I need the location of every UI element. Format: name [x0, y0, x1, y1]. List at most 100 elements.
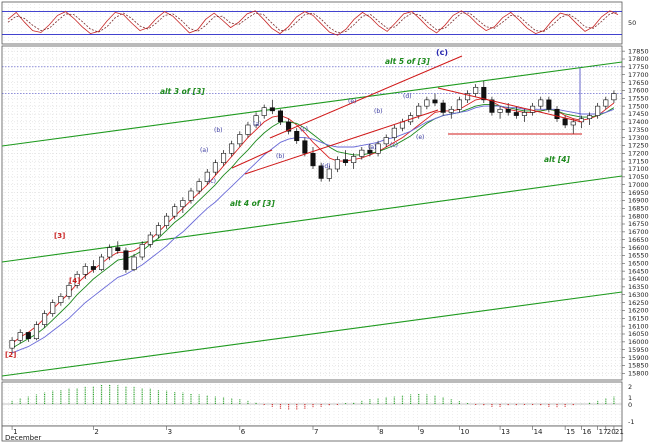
- candle-body: [489, 99, 495, 113]
- wave-b1: (b): [214, 127, 223, 134]
- candle-body: [521, 112, 528, 116]
- moving-average-line: [11, 104, 615, 349]
- candle-body: [212, 162, 218, 173]
- candle-body: [586, 115, 593, 120]
- histogram-y-tick: 0: [628, 401, 632, 409]
- candle-body: [448, 108, 454, 113]
- candle-body: [66, 284, 72, 297]
- candle-body: [513, 112, 519, 116]
- candle-body: [464, 93, 471, 101]
- y-tick-label: 16400: [628, 275, 649, 283]
- y-tick-label: 17500: [628, 102, 649, 110]
- moving-averages: [11, 97, 615, 354]
- y-tick-label: 16500: [628, 259, 649, 267]
- y-tick-label: 16800: [628, 212, 649, 220]
- candle-body: [58, 295, 64, 303]
- x-tick-label: 15: [566, 428, 575, 436]
- x-tick-label: 21: [615, 428, 624, 436]
- channel-lines: [1, 61, 623, 377]
- y-tick-label: 16750: [628, 220, 649, 228]
- candle-body: [172, 206, 178, 217]
- y-tick-label: 16100: [628, 322, 649, 330]
- wave-a3: (a): [368, 144, 376, 151]
- candle-body: [383, 137, 389, 145]
- wave-a2: (a): [253, 121, 261, 128]
- moving-average-line: [11, 105, 615, 354]
- candle-body: [497, 108, 503, 113]
- candle-body: [554, 108, 560, 120]
- trend-line: [244, 109, 439, 175]
- candle-body: [595, 105, 601, 116]
- wave4-label: [4]: [69, 277, 80, 285]
- x-axis-month-label: December: [5, 434, 41, 442]
- candle-body: [50, 302, 56, 314]
- candle-body: [562, 118, 568, 126]
- candle-body: [302, 140, 308, 154]
- y-tick-label: 16700: [628, 228, 649, 236]
- alt5-label: alt 5 of [3]: [385, 57, 430, 66]
- candle-body: [42, 313, 48, 325]
- y-tick-label: 16550: [628, 252, 649, 260]
- wave-a1: (a): [200, 147, 208, 154]
- candle-body: [253, 115, 259, 126]
- y-tick-label: 17000: [628, 181, 649, 189]
- alt3-label: alt 3 of [3]: [160, 87, 205, 96]
- y-tick-label: 16150: [628, 314, 649, 322]
- candle-body: [375, 143, 381, 154]
- candle-body: [107, 247, 113, 258]
- candle-body: [155, 225, 162, 236]
- histogram-y-tick: -1: [628, 418, 634, 426]
- y-tick-label: 17600: [628, 87, 649, 95]
- x-tick-label: 13: [501, 428, 510, 436]
- y-tick-label: 15900: [628, 354, 649, 362]
- oscillator-line: [7, 12, 619, 34]
- y-tick-label: 17650: [628, 79, 649, 87]
- wave-c2: (c): [300, 126, 308, 133]
- candle-body: [220, 152, 227, 164]
- x-axis-band: [1, 425, 623, 442]
- candle-body: [269, 107, 275, 112]
- y-tick-label: 17550: [628, 94, 649, 102]
- wave-b2: (b): [276, 153, 285, 160]
- histogram-y-tick: 1: [628, 394, 632, 402]
- x-tick-label: 17: [599, 428, 608, 436]
- wave2-label: [2]: [5, 351, 16, 359]
- candle-body: [245, 124, 251, 135]
- y-tick-label: 16450: [628, 267, 649, 275]
- moving-average-line: [11, 97, 615, 344]
- channel-line: [1, 291, 623, 377]
- c-top-label: (c): [436, 48, 448, 57]
- candle-body: [440, 102, 446, 113]
- y-tick-label: 16350: [628, 283, 649, 291]
- candle-body: [82, 266, 88, 275]
- x-tick-label: 8: [379, 428, 383, 436]
- oscillator-y-tick: 50: [628, 19, 636, 27]
- y-tick-label: 16600: [628, 244, 649, 252]
- candle-body: [326, 168, 332, 179]
- candle-body: [456, 99, 462, 110]
- y-axis-ticks: 1580015850159001595016000160501610016150…: [622, 47, 649, 377]
- wave-annotations: alt 3 of [3] alt 4 of [3] alt 5 of [3] (…: [5, 48, 570, 359]
- candle-body: [123, 250, 129, 270]
- candle-body: [139, 244, 145, 258]
- y-tick-label: 16900: [628, 197, 649, 205]
- candle-body: [505, 108, 511, 113]
- candle-body: [147, 234, 153, 245]
- x-tick-label: 6: [241, 428, 246, 436]
- x-tick-label: 10: [460, 428, 469, 436]
- x-tick-label: 20: [607, 428, 616, 436]
- candle-body: [473, 86, 479, 94]
- candle-body: [115, 247, 121, 252]
- y-tick-label: 17800: [628, 55, 649, 63]
- y-tick-label: 15950: [628, 346, 649, 354]
- channel-line: [1, 61, 623, 147]
- candle-body: [196, 181, 202, 192]
- wave-b3: (b): [374, 108, 383, 115]
- y-tick-label: 17750: [628, 63, 649, 71]
- trend-line: [269, 55, 463, 139]
- y-tick-label: 16300: [628, 291, 649, 299]
- candles: [9, 81, 617, 353]
- candle-body: [164, 215, 170, 226]
- candle-body: [611, 93, 617, 101]
